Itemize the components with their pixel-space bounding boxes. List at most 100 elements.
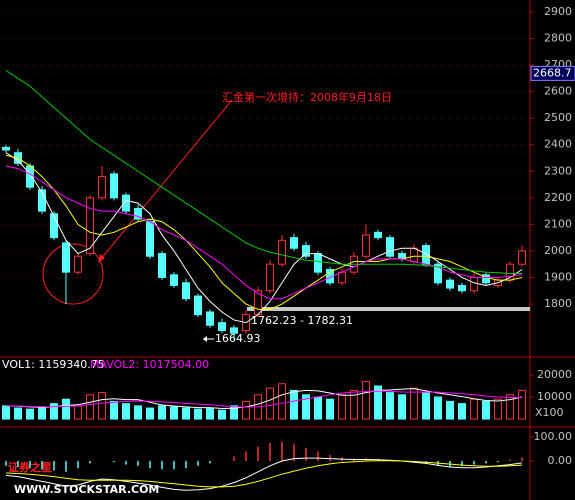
volume-bar bbox=[338, 394, 346, 420]
candle-body bbox=[26, 165, 34, 188]
volume-bar bbox=[134, 405, 142, 420]
volume-bar bbox=[146, 407, 154, 420]
candle-body bbox=[74, 255, 82, 273]
line bbox=[5, 460, 523, 488]
candle-body bbox=[206, 311, 214, 326]
volume-bar bbox=[446, 400, 454, 420]
candle-body bbox=[110, 173, 118, 199]
candle-body bbox=[470, 276, 478, 292]
volume-bar bbox=[362, 381, 370, 420]
y-tick-label: 20000 bbox=[537, 368, 572, 381]
candle-body bbox=[182, 282, 190, 300]
candle-body bbox=[434, 263, 442, 284]
candle-body bbox=[86, 197, 94, 255]
line bbox=[5, 390, 523, 408]
volume-bar bbox=[434, 396, 442, 420]
candle-body bbox=[194, 295, 202, 316]
watermark-url: WWW.STOCKSTAR.COM bbox=[14, 483, 159, 496]
volume-bar bbox=[158, 405, 166, 420]
y-tick-label: 2300 bbox=[544, 164, 572, 177]
candle-body bbox=[62, 242, 70, 273]
volume-bar bbox=[278, 383, 286, 420]
candle-body bbox=[230, 327, 238, 334]
y-tick-label: 2800 bbox=[544, 32, 572, 45]
volume-bar bbox=[218, 409, 226, 420]
volume-bar bbox=[494, 398, 502, 420]
volume-bar bbox=[50, 403, 58, 420]
volume-bar bbox=[398, 394, 406, 420]
volume-bar bbox=[290, 389, 298, 420]
volume-bar bbox=[122, 403, 130, 420]
volume-bar bbox=[26, 408, 34, 420]
volume-bar bbox=[470, 398, 478, 420]
volume-bar bbox=[386, 392, 394, 420]
volume-bar bbox=[74, 405, 82, 420]
candle-body bbox=[50, 213, 58, 239]
candle-body bbox=[302, 245, 310, 257]
volume-bar bbox=[2, 405, 10, 420]
candle-body bbox=[122, 194, 130, 212]
volume-bar bbox=[302, 394, 310, 420]
unit-label: X100 bbox=[535, 406, 564, 419]
volume-bar bbox=[206, 407, 214, 420]
y-tick-label: 2100 bbox=[544, 217, 572, 230]
y-tick-label: 10000 bbox=[537, 390, 572, 403]
low-label: 1664.93 bbox=[215, 332, 261, 345]
candle-body bbox=[158, 253, 166, 278]
volume-bar bbox=[422, 392, 430, 420]
volume-bar bbox=[14, 407, 22, 420]
volume-bar bbox=[62, 398, 70, 420]
candle-body bbox=[290, 237, 298, 249]
last-price-label: 2668.7 bbox=[533, 66, 572, 79]
volume-bar bbox=[518, 389, 526, 420]
y-tick-label: 1800 bbox=[544, 297, 572, 310]
support-band bbox=[247, 307, 530, 311]
annotation-arrow bbox=[99, 99, 233, 261]
annotation: 汇金第一次增持：2008年9月18日 bbox=[222, 90, 392, 104]
candle-body bbox=[98, 176, 106, 199]
volume-bar bbox=[86, 394, 94, 420]
volume-bar bbox=[182, 407, 190, 420]
candle-body bbox=[170, 274, 178, 286]
legend-entry: VOL1: 1159340.75 bbox=[2, 358, 105, 371]
candle-body bbox=[374, 231, 382, 239]
line bbox=[5, 457, 523, 491]
candle-body bbox=[134, 207, 142, 220]
candle-body bbox=[218, 322, 226, 332]
last-price-box bbox=[530, 65, 575, 81]
range-label: 1762.23 - 1782.31 bbox=[251, 314, 353, 327]
y-tick-label: 100.00 bbox=[534, 430, 573, 443]
volume-bar bbox=[266, 387, 274, 420]
legend-entry: MAVOL2: 1017504.00 bbox=[90, 358, 209, 371]
volume-bar bbox=[110, 400, 118, 420]
candle-body bbox=[458, 284, 466, 292]
volume-bar bbox=[458, 403, 466, 420]
line bbox=[5, 165, 523, 300]
volume-bar bbox=[326, 398, 334, 420]
line bbox=[5, 388, 523, 409]
candle-body bbox=[278, 239, 286, 265]
y-tick-label: 2900 bbox=[544, 5, 572, 18]
candle-body bbox=[2, 146, 10, 151]
volume-bar bbox=[482, 400, 490, 420]
y-tick-label: 2600 bbox=[544, 85, 572, 98]
candle-body bbox=[482, 274, 490, 284]
y-tick-label: 2200 bbox=[544, 191, 572, 204]
volume-bar bbox=[242, 400, 250, 420]
candle-body bbox=[446, 279, 454, 289]
y-tick-label: 2400 bbox=[544, 138, 572, 151]
volume-bar bbox=[314, 396, 322, 420]
candle-body bbox=[518, 250, 526, 265]
y-tick-label: 2500 bbox=[544, 111, 572, 124]
line bbox=[5, 152, 523, 324]
y-tick-label: 2000 bbox=[544, 244, 572, 257]
candle-body bbox=[266, 263, 274, 292]
candle-body bbox=[314, 253, 322, 273]
y-tick-label: 0.00 bbox=[548, 454, 573, 467]
candle-body bbox=[146, 221, 154, 257]
volume-bar bbox=[38, 406, 46, 420]
volume-bar bbox=[506, 394, 514, 420]
volume-bar bbox=[230, 405, 238, 420]
candle-body bbox=[386, 237, 394, 257]
